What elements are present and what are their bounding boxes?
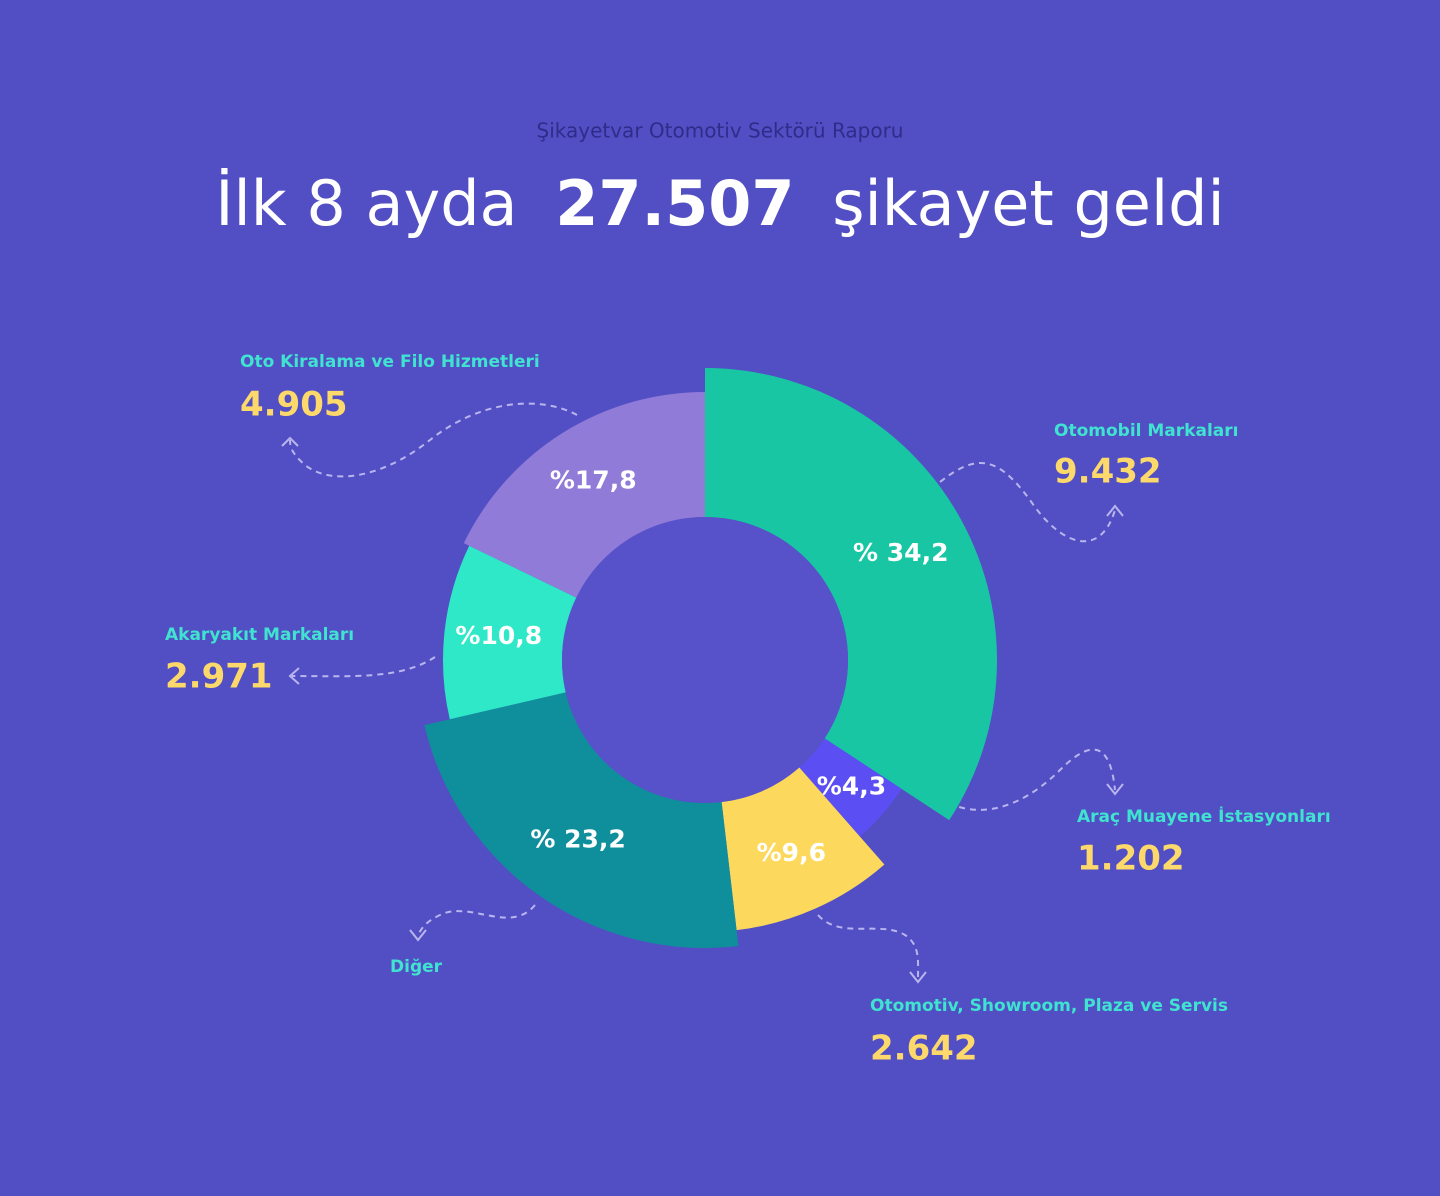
donut-hole	[562, 517, 848, 803]
count-label: 4.905	[240, 385, 348, 425]
category-label: Akaryakıt Markaları	[165, 625, 354, 645]
connector	[817, 914, 920, 979]
category-label: Araç Muayene İstasyonları	[1077, 805, 1331, 827]
connector	[417, 904, 536, 937]
slice	[463, 392, 705, 598]
title-part: İlk 8 ayda	[215, 167, 517, 240]
title-number: 27.507	[555, 167, 794, 240]
connectors	[281, 402, 1124, 984]
category-label: Otomotiv, Showroom, Plaza ve Servis	[870, 996, 1228, 1016]
connector	[289, 402, 578, 478]
arrow	[409, 929, 427, 942]
connector	[291, 656, 436, 678]
arrow	[1106, 504, 1124, 517]
connector	[929, 748, 1116, 811]
connector	[939, 462, 1116, 543]
count-label: 1.202	[1077, 839, 1185, 879]
arrow	[288, 667, 300, 685]
category-label: Otomobil Markaları	[1054, 421, 1238, 441]
category-label: Diğer	[390, 957, 443, 977]
donut	[424, 368, 998, 949]
slice	[424, 692, 739, 949]
percent-label: % 23,2	[530, 824, 625, 853]
title-part: şikayet geldi	[832, 167, 1225, 240]
arrow	[909, 971, 927, 984]
category-label: Oto Kiralama ve Filo Hizmetleri	[240, 352, 540, 372]
percent-label: %10,8	[455, 621, 542, 650]
percent-label: % 34,2	[853, 538, 948, 567]
count-label: 2.642	[870, 1029, 978, 1069]
slice	[799, 738, 902, 837]
arrow	[281, 436, 299, 447]
slice	[443, 545, 577, 720]
count-label: 9.432	[1054, 452, 1162, 492]
slice	[705, 368, 998, 821]
percent-label: %9,6	[757, 838, 826, 867]
percent-label: %4,3	[817, 771, 886, 800]
percent-label: %17,8	[550, 466, 637, 495]
count-label: 2.971	[165, 657, 273, 697]
slice	[721, 767, 885, 931]
title: İlk 8 ayda 27.507 şikayet geldi	[215, 167, 1225, 240]
subtitle: Şikayetvar Otomotiv Sektörü Raporu	[537, 119, 904, 143]
arrow	[1106, 783, 1124, 796]
